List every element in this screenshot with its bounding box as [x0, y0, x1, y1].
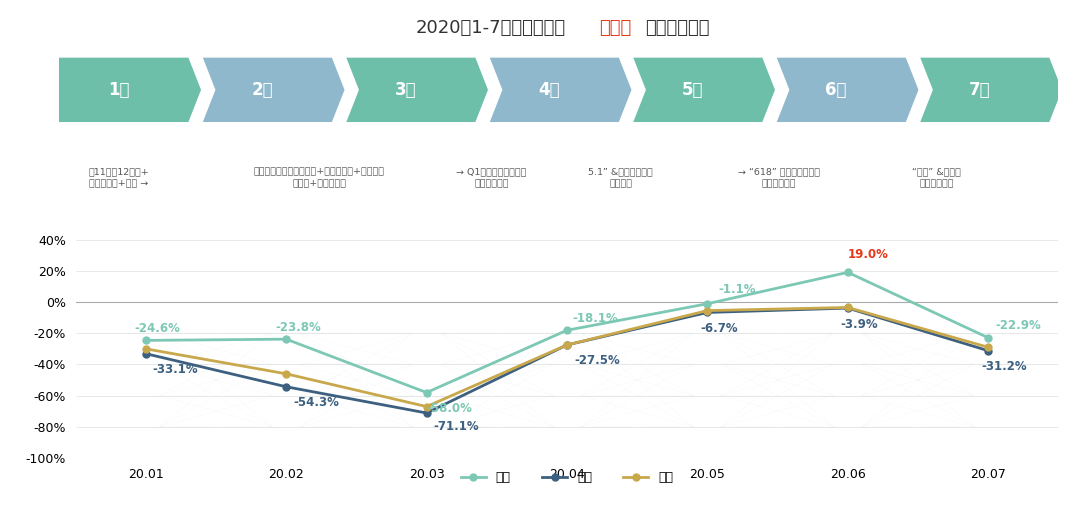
Text: 2月: 2月 — [252, 81, 273, 99]
整体 — [420, 404, 433, 410]
Text: 疫情期间空调的安装属性+空调非旺季+更新需求
被抑制+同期基数高: 疫情期间空调的安装属性+空调非旺季+更新需求 被抑制+同期基数高 — [254, 168, 384, 188]
Text: -1.1%: -1.1% — [718, 282, 756, 296]
线下 — [561, 342, 573, 348]
线上 — [982, 335, 995, 341]
Text: -31.2%: -31.2% — [982, 360, 1027, 373]
线上 — [841, 269, 854, 275]
线上 — [420, 389, 433, 395]
Legend: 线上, 线下, 整体: 线上, 线下, 整体 — [456, 466, 678, 489]
Text: -33.1%: -33.1% — [152, 363, 199, 376]
Polygon shape — [489, 57, 632, 123]
Text: -27.5%: -27.5% — [573, 354, 620, 367]
Polygon shape — [919, 57, 1063, 123]
Text: 规模同比情况: 规模同比情况 — [645, 19, 710, 37]
Line: 整体: 整体 — [143, 304, 991, 410]
Text: 6月: 6月 — [825, 81, 847, 99]
Line: 线下: 线下 — [143, 304, 991, 416]
Text: -58.0%: -58.0% — [427, 402, 472, 415]
Text: 2020年1-7月空调分月度: 2020年1-7月空调分月度 — [416, 19, 566, 37]
线下 — [139, 351, 152, 357]
线下 — [701, 309, 714, 316]
Text: “凉夏” &洪涝，
行业需求不旺: “凉夏” &洪涝， 行业需求不旺 — [912, 168, 961, 188]
Text: -6.7%: -6.7% — [701, 322, 738, 335]
Polygon shape — [346, 57, 489, 123]
线下 — [280, 384, 293, 390]
Text: -3.9%: -3.9% — [841, 318, 878, 330]
Text: 7月: 7月 — [969, 81, 990, 99]
Text: -24.6%: -24.6% — [135, 322, 180, 335]
整体 — [841, 304, 854, 310]
整体 — [982, 344, 995, 350]
Text: 19.0%: 19.0% — [848, 248, 889, 262]
Text: 4月: 4月 — [538, 81, 559, 99]
Text: 5月: 5月 — [681, 81, 703, 99]
线上 — [139, 337, 152, 344]
线下 — [982, 348, 995, 354]
Line: 线上: 线上 — [143, 269, 991, 396]
Polygon shape — [775, 57, 919, 123]
Text: -23.8%: -23.8% — [275, 321, 321, 334]
Text: -54.3%: -54.3% — [293, 396, 339, 409]
Polygon shape — [202, 57, 346, 123]
Text: 1月: 1月 — [108, 81, 130, 99]
Text: 3月: 3月 — [394, 81, 417, 99]
整体 — [139, 346, 152, 352]
整体 — [280, 371, 293, 377]
Text: 双11和双12透支+
春节时间差+疫情 →: 双11和双12透支+ 春节时间差+疫情 → — [89, 168, 149, 188]
Text: -22.9%: -22.9% — [995, 320, 1041, 332]
Text: → “618” 大促不负众望，
行业迎来增长: → “618” 大促不负众望， 行业迎来增长 — [738, 168, 820, 188]
线上 — [561, 327, 573, 333]
Polygon shape — [58, 57, 202, 123]
线下 — [841, 305, 854, 311]
线上 — [280, 336, 293, 342]
整体 — [561, 342, 573, 348]
Text: 零售额: 零售额 — [599, 19, 632, 37]
线下 — [420, 410, 433, 416]
Text: -71.1%: -71.1% — [433, 419, 480, 433]
Text: -18.1%: -18.1% — [572, 312, 619, 325]
Text: 5.1” &双品购物节，
天气升温: 5.1” &双品购物节， 天气升温 — [589, 168, 653, 188]
线上 — [701, 301, 714, 307]
Text: → Q1搐置需求的释放，
红四月活动，: → Q1搐置需求的释放， 红四月活动， — [457, 168, 527, 188]
Polygon shape — [632, 57, 775, 123]
整体 — [701, 307, 714, 314]
